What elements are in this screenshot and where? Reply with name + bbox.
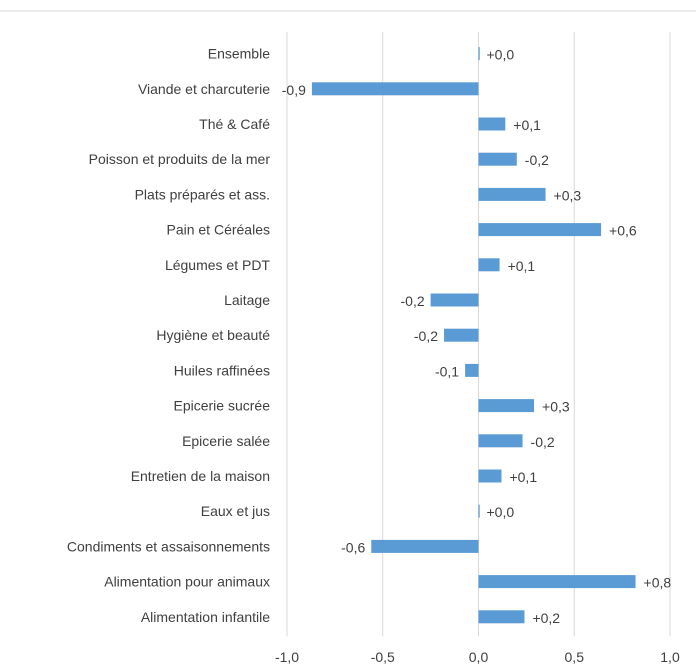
grid-lines [286,32,671,637]
category-label: Thé & Café [199,116,270,132]
data-label: +0,1 [508,258,536,274]
bar [371,539,479,553]
data-label: -0,1 [435,363,459,379]
data-labels: +0,0 -0,9 +0,1 -0,2 +0,3 +0,6 +0,1 -0,2 -0,2 -0,1… [282,47,672,626]
data-label: +0,0 [487,504,515,520]
bar [478,610,525,624]
bar [465,363,479,377]
bar [478,504,480,518]
category-label: Epicerie sucrée [174,398,271,414]
bar [478,117,506,131]
category-label: Poisson et produits de la mer [89,151,271,167]
category-label: Viande et charcuterie [138,81,270,97]
bar [478,223,602,237]
category-label: Alimentation pour animaux [104,574,270,590]
data-label: -0,2 [414,328,438,344]
bar [478,399,535,413]
x-tick-label: 0,0 [469,649,489,665]
x-tick-label: -1,0 [275,649,299,665]
data-label: -0,2 [531,434,555,450]
bar [444,328,479,342]
category-label: Epicerie salée [182,433,270,449]
bar [478,47,480,61]
data-label: +0,1 [513,117,541,133]
category-label: Laitage [224,292,270,308]
category-label: Hygiène et beauté [156,327,270,343]
x-tick-label: -0,5 [371,649,395,665]
bar [478,152,517,166]
data-label: +0,8 [644,575,672,591]
category-label: Huiles raffinées [174,362,270,378]
category-label: Condiments et assaisonnements [67,538,270,554]
bar [478,258,500,272]
category-label: Légumes et PDT [165,257,270,273]
category-label: Entretien de la maison [131,468,270,484]
bar [430,293,479,307]
bar [478,434,523,448]
data-label: -0,2 [401,293,425,309]
category-label: Plats préparés et ass. [135,186,270,202]
data-label: +0,3 [554,187,582,203]
data-label: +0,1 [509,469,537,485]
bar [311,82,479,96]
data-label: -0,6 [341,539,365,555]
bar [478,187,546,201]
x-tick-label: 0,5 [565,649,585,665]
data-label: +0,0 [487,47,515,63]
data-label: +0,6 [609,223,637,239]
category-label: Eaux et jus [201,503,270,519]
bar [478,469,502,483]
category-label: Alimentation infantile [141,609,270,625]
category-label: Ensemble [208,46,270,62]
x-tick-label: 1,0 [660,649,680,665]
data-label: +0,2 [532,610,560,626]
category-labels: Ensemble Viande et charcuterie Thé & Café P… [67,46,271,625]
data-label: -0,2 [525,152,549,168]
data-label: +0,3 [542,399,570,415]
data-label: -0,9 [282,82,306,98]
x-tick-labels: -1,0 -0,5 0,0 0,5 1,0 [275,649,680,665]
bars [311,47,636,624]
category-label: Pain et Céréales [166,222,270,238]
bar [478,575,636,589]
